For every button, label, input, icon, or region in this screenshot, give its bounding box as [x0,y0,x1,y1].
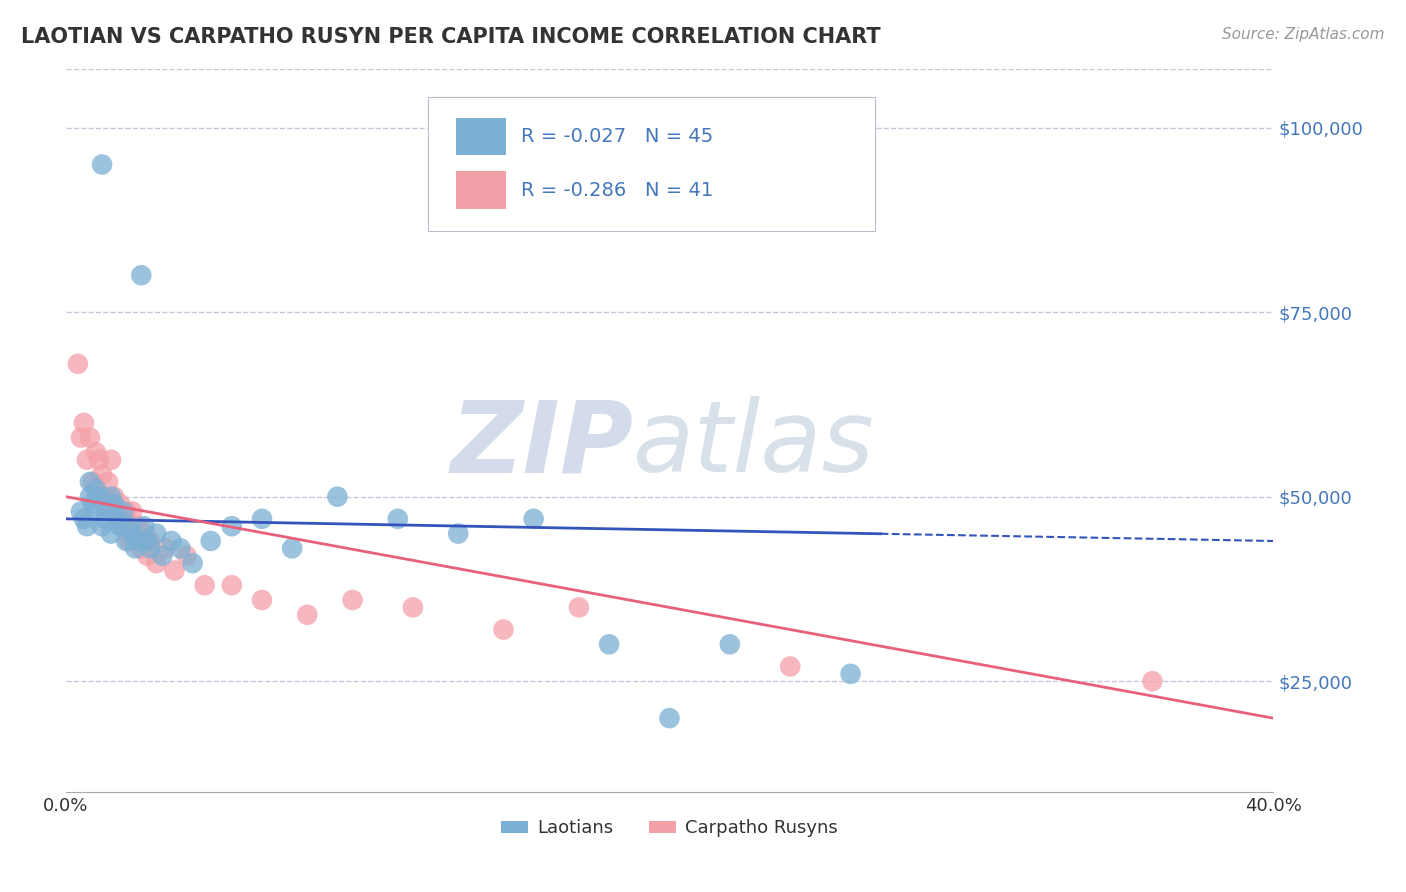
Point [70,504,93,518]
FancyBboxPatch shape [427,97,875,231]
Point [103,497,125,511]
Point [84,490,107,504]
Point [194,578,217,592]
Point [82,475,104,489]
Point [76,519,98,533]
Point [100,504,122,518]
Point [97,504,120,518]
Point [523,512,546,526]
Point [136,533,159,548]
Point [121,504,143,518]
Point [779,659,801,673]
Point [134,519,156,533]
Point [598,637,620,651]
Point [124,541,146,556]
Point [718,637,741,651]
Point [250,512,273,526]
Point [70,431,93,445]
Point [66,357,89,371]
Point [121,526,143,541]
Point [76,452,98,467]
Text: ZIP: ZIP [450,396,633,493]
Point [87,490,110,504]
Point [112,504,135,518]
Point [84,483,107,497]
Point [94,490,117,504]
Point [127,533,149,548]
Point [402,600,425,615]
Point [91,157,114,171]
Point [163,564,186,578]
Point [105,512,128,526]
Point [447,526,470,541]
Point [200,533,222,548]
Point [108,519,131,533]
Point [176,549,198,563]
Text: atlas: atlas [633,396,875,493]
Point [387,512,409,526]
Point [115,533,138,548]
Text: R = -0.027   N = 45: R = -0.027 N = 45 [522,127,713,146]
Point [97,475,120,489]
Point [87,452,110,467]
Point [492,623,515,637]
Point [134,526,156,541]
Point [79,431,101,445]
Point [129,268,152,283]
Bar [456,171,506,209]
Point [100,526,122,541]
Point [100,452,122,467]
Point [839,666,862,681]
Point [152,549,174,563]
Point [115,504,138,518]
Point [73,416,96,430]
Point [124,526,146,541]
Point [326,490,349,504]
Legend: Laotians, Carpatho Rusyns: Laotians, Carpatho Rusyns [494,812,845,845]
Text: R = -0.286   N = 41: R = -0.286 N = 41 [522,180,713,200]
Point [79,490,101,504]
Point [145,526,167,541]
Point [100,490,122,504]
Point [221,519,243,533]
Text: LAOTIAN VS CARPATHO RUSYN PER CAPITA INCOME CORRELATION CHART: LAOTIAN VS CARPATHO RUSYN PER CAPITA INC… [21,27,880,46]
Point [127,519,149,533]
Point [82,497,104,511]
Point [108,497,131,511]
Point [181,556,204,570]
Bar [456,118,506,155]
Point [118,519,141,533]
Point [129,541,152,556]
Point [169,541,191,556]
Point [155,541,177,556]
Point [139,541,162,556]
Point [94,512,117,526]
Point [105,512,128,526]
Point [139,533,162,548]
Point [221,578,243,592]
Point [1142,674,1164,689]
Point [145,556,167,570]
Point [84,504,107,518]
Point [103,490,125,504]
Point [342,593,364,607]
Point [658,711,681,725]
Point [91,467,114,482]
Point [281,541,304,556]
Point [297,607,319,622]
Point [91,519,114,533]
Point [250,593,273,607]
Point [112,519,135,533]
Point [73,512,96,526]
Point [136,549,159,563]
Point [84,445,107,459]
Point [79,475,101,489]
Point [160,533,183,548]
Point [568,600,591,615]
Text: Source: ZipAtlas.com: Source: ZipAtlas.com [1222,27,1385,42]
Point [118,533,141,548]
